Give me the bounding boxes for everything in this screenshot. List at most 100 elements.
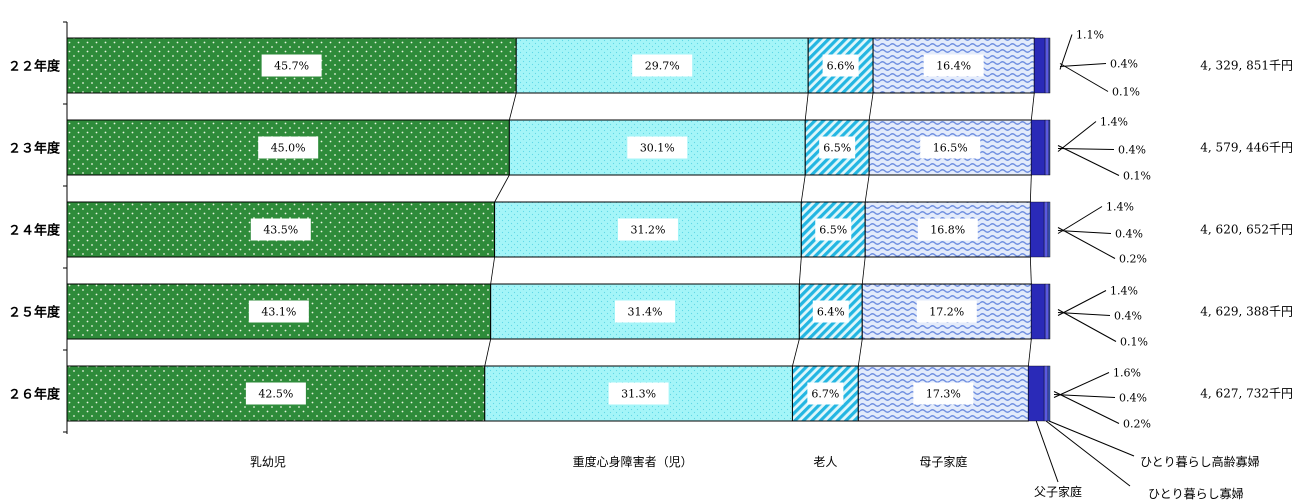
series-connector-line (864, 174, 870, 203)
data-label: 0.2% (1123, 418, 1151, 431)
series-connector-line (484, 338, 492, 367)
data-label: 31.3% (621, 388, 656, 401)
data-label: 1.1% (1076, 29, 1104, 42)
leader-line (1053, 372, 1110, 398)
y-tick-label: ２６年度 (8, 387, 61, 403)
data-label-box (815, 218, 852, 241)
data-label-box (807, 382, 844, 405)
data-label: 43.1% (261, 306, 296, 319)
series-connector-line (1027, 338, 1032, 367)
data-label: 29.7% (645, 60, 680, 73)
data-label: 16.5% (933, 142, 968, 155)
leader-line (1057, 121, 1097, 152)
total-label: 4, 629, 388千円 (1200, 305, 1293, 319)
leader-line (1057, 309, 1117, 342)
bar-segment (1028, 365, 1045, 422)
legend-leader-line (1045, 420, 1131, 487)
data-label: 17.2% (929, 306, 964, 319)
legend-item: ひとり暮らし高齢寡婦 (1140, 454, 1260, 469)
data-label-box (248, 300, 309, 323)
series-connector-line (792, 338, 800, 367)
data-label: 0.2% (1119, 253, 1147, 266)
data-label: 0.4% (1118, 144, 1146, 157)
data-label-box (258, 136, 319, 159)
series-connector-line (861, 256, 866, 285)
bar-segment (1030, 201, 1045, 258)
series-connector-line (804, 92, 809, 121)
legend-item: 父子家庭 (1034, 484, 1082, 499)
legend-item: ひとり暮らし寡婦 (1148, 486, 1244, 501)
data-label: 6.6% (827, 60, 855, 73)
data-label-box (627, 136, 688, 159)
leader-line (1057, 145, 1120, 176)
bars-layer (66, 37, 1051, 422)
series-connector-line (1029, 256, 1032, 285)
legend-item: 重度心身障害者（児） (573, 454, 693, 469)
data-label: 16.8% (930, 224, 965, 237)
bar-segment (1043, 365, 1049, 422)
y-tick-label: ２４年度 (8, 223, 61, 239)
leader-line (1059, 63, 1109, 92)
data-label: 45.0% (271, 142, 306, 155)
data-label-box (819, 136, 856, 159)
data-label: 6.5% (819, 224, 847, 237)
series-connector-line (857, 338, 863, 367)
total-label: 4, 579, 446千円 (1200, 141, 1293, 155)
data-label: 0.4% (1114, 310, 1142, 323)
series-connector-line (508, 92, 517, 121)
data-label-box (913, 382, 974, 405)
data-label-box (916, 300, 977, 323)
series-connector-line (798, 256, 802, 285)
leader-line (1053, 391, 1120, 424)
data-label-box (245, 382, 306, 405)
legend-item: 老人 (813, 455, 837, 469)
data-label-box (917, 218, 978, 241)
data-label: 0.4% (1119, 392, 1147, 405)
data-label: 45.7% (274, 60, 309, 73)
leader-line (1053, 394, 1116, 398)
leader-line (1057, 312, 1111, 316)
leader-line (1057, 227, 1116, 259)
data-label: 42.5% (258, 388, 293, 401)
series-connector-line (1030, 92, 1035, 121)
bar-segment (1044, 283, 1050, 340)
data-label-box (617, 218, 678, 241)
data-label: 30.1% (640, 142, 675, 155)
series-connector-line (1029, 174, 1032, 203)
data-label-box (615, 300, 676, 323)
bar-segment (1034, 37, 1046, 94)
data-label: 1.6% (1113, 367, 1141, 380)
leader-line (1057, 230, 1112, 234)
labels-layer: ２２年度 45.7% 29.7% 6.6% 16.4% 1.1% 0.4% 0.1% 4, 32… (8, 29, 1293, 431)
data-label-box (261, 54, 322, 77)
legend-item: 母子家庭 (919, 454, 967, 469)
data-label-box (822, 54, 859, 77)
legend-item: 乳幼児 (250, 455, 286, 469)
data-label-box (812, 300, 849, 323)
series-connector-line (800, 174, 806, 203)
bar-segment (1047, 201, 1051, 258)
series-connector-line (494, 174, 510, 203)
y-tick-label: ２２年度 (8, 59, 61, 75)
bar-segment (1048, 283, 1051, 340)
leader-line (1059, 34, 1073, 70)
legend-leader-line (1035, 420, 1059, 483)
leader-line (1057, 206, 1103, 234)
bar-segment (1048, 37, 1051, 94)
total-label: 4, 627, 732千円 (1200, 387, 1293, 401)
leader-line (1057, 290, 1107, 316)
bar-segment (1048, 119, 1051, 176)
bar-segment (1043, 201, 1049, 258)
data-label: 17.3% (926, 388, 961, 401)
data-label: 0.4% (1110, 58, 1138, 71)
data-label: 1.4% (1106, 201, 1134, 214)
data-label: 0.1% (1112, 86, 1140, 99)
data-label-box (920, 136, 981, 159)
y-tick-label: ２５年度 (8, 305, 61, 321)
data-label: 6.7% (811, 388, 839, 401)
y-tick-label: ２３年度 (8, 141, 61, 157)
data-label: 6.5% (823, 142, 851, 155)
data-label-box (608, 382, 669, 405)
data-label: 31.2% (630, 224, 665, 237)
